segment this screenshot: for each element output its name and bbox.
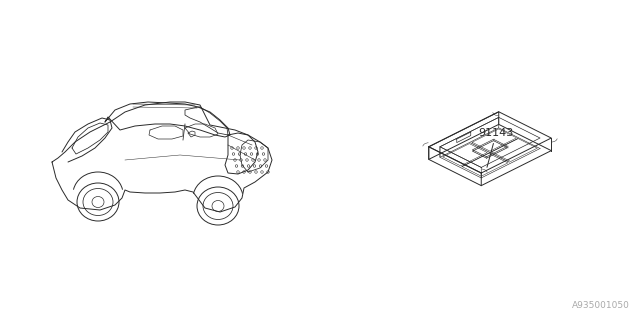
Text: 91143: 91143 xyxy=(479,128,514,167)
Text: A935001050: A935001050 xyxy=(572,301,630,310)
